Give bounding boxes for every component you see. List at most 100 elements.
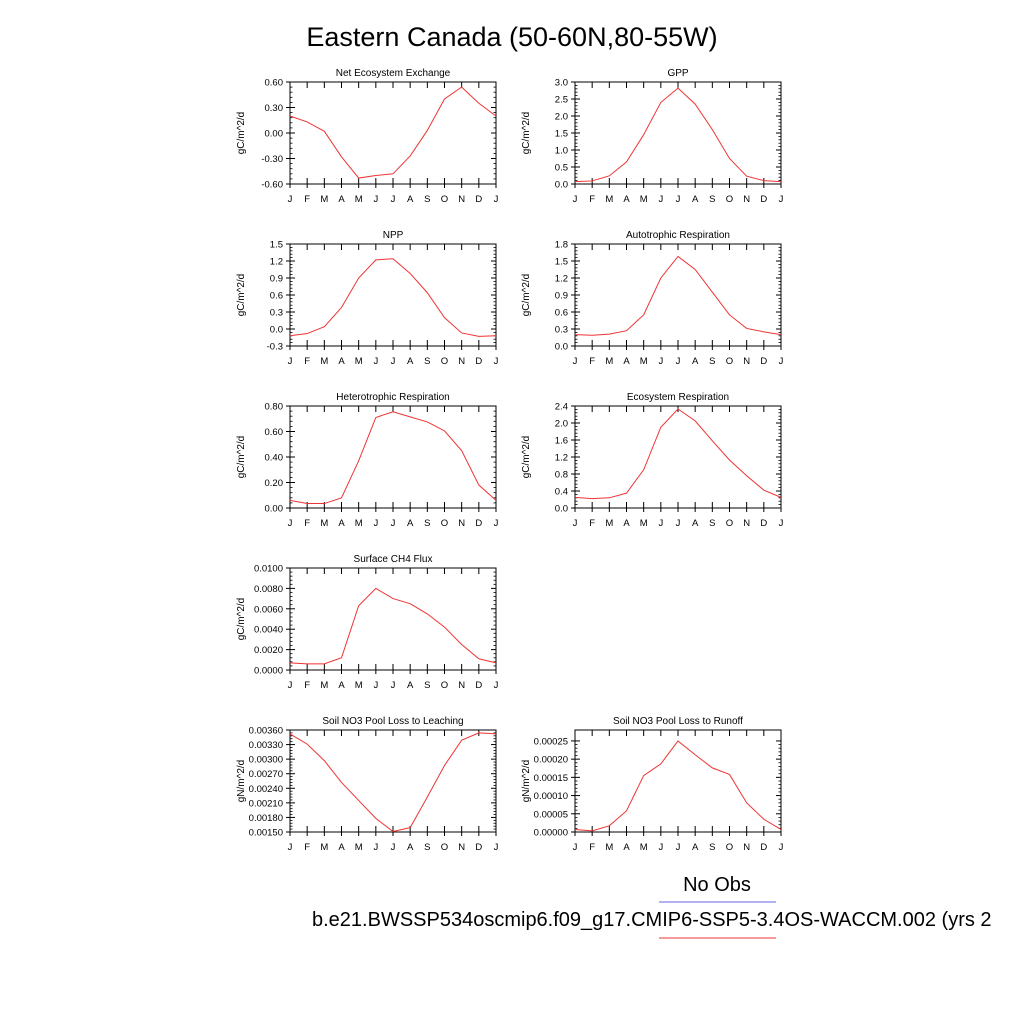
panel-7: Soil NO3 Pool Loss to LeachinggN/m^2/d0.…	[236, 716, 499, 853]
x-tick-label: J	[373, 356, 378, 367]
x-tick-label: J	[288, 356, 293, 367]
x-tick-label: M	[355, 356, 363, 367]
y-tick-label: 0.40	[265, 453, 284, 464]
x-tick-label: J	[573, 842, 578, 853]
panel-title: NPP	[383, 230, 404, 241]
x-tick-label: F	[304, 680, 310, 691]
x-tick-label: F	[589, 194, 595, 205]
panels: Net Ecosystem Exchange gC/m^2/d -0.60 -0.3 0…	[236, 68, 784, 853]
y-tick-label: 1.0	[555, 146, 568, 157]
x-tick-label: O	[726, 356, 733, 367]
x-tick-label: N	[458, 680, 465, 691]
x-tick-label: M	[320, 842, 328, 853]
y-tick-label: 0.00270	[249, 769, 283, 780]
x-tick-label: S	[424, 356, 430, 367]
plot-frame	[289, 567, 497, 671]
panel-title: Net Ecosystem Exchange	[336, 68, 451, 79]
panel-4: Heterotrophic Respiration gC/m^2/d 0.00 0.2…	[236, 392, 499, 529]
y-tick-label: 0.0040	[254, 625, 283, 636]
y-tick-label: 1.8	[555, 240, 568, 251]
panel-title: Ecosystem Respiration	[627, 392, 729, 403]
x-tick-label: M	[605, 194, 613, 205]
y-axis-label: gC/m^2/d	[236, 274, 247, 317]
x-tick-label: J	[676, 518, 681, 529]
x-tick-label: J	[573, 518, 578, 529]
y-tick-label: 0.00000	[534, 828, 568, 839]
x-tick-label: J	[373, 842, 378, 853]
x-tick-label: J	[288, 842, 293, 853]
x-tick-label: J	[288, 194, 293, 205]
x-tick-label: A	[407, 518, 414, 529]
y-tick-label: 0.6	[270, 291, 283, 302]
x-tick-label: D	[760, 842, 767, 853]
plot-frame	[574, 81, 782, 185]
x-tick-label: J	[676, 356, 681, 367]
y-axis-label: gN/m^2/d	[521, 760, 532, 803]
x-tick-label: A	[407, 680, 414, 691]
y-tick-label: 3.0	[555, 78, 568, 89]
x-tick-label: A	[407, 842, 414, 853]
series-line	[289, 86, 497, 179]
y-tick-label: 0.00180	[249, 813, 283, 824]
x-tick-label: N	[743, 356, 750, 367]
plot-frame	[574, 405, 782, 509]
y-tick-label: 0.0	[555, 504, 568, 515]
x-tick-label: J	[658, 356, 663, 367]
y-tick-label: 0.00330	[249, 740, 283, 751]
x-tick-label: O	[441, 680, 448, 691]
x-tick-label: M	[355, 194, 363, 205]
x-tick-label: D	[475, 194, 482, 205]
x-tick-label: M	[640, 518, 648, 529]
y-tick-label: 0.00150	[249, 828, 283, 839]
x-tick-label: A	[623, 356, 630, 367]
panel-title: Soil NO3 Pool Loss to Runoff	[613, 716, 743, 727]
x-tick-label: J	[779, 356, 784, 367]
x-tick-label: D	[760, 518, 767, 529]
x-tick-label: J	[658, 518, 663, 529]
y-tick-label: 0.00210	[249, 798, 283, 809]
panel-title: Autotrophic Respiration	[626, 230, 730, 241]
y-tick-label: -0.3	[267, 342, 283, 353]
y-tick-label: 2.5	[555, 95, 568, 106]
series-line	[289, 258, 497, 337]
x-tick-label: D	[475, 842, 482, 853]
y-axis-label: gC/m^2/d	[236, 598, 247, 641]
y-tick-label: 0.3	[270, 308, 283, 319]
y-tick-label: 0.0	[555, 180, 568, 191]
x-tick-label: A	[338, 194, 345, 205]
x-tick-label: A	[692, 842, 699, 853]
x-tick-label: N	[458, 356, 465, 367]
series-line	[289, 732, 497, 833]
x-tick-label: F	[589, 518, 595, 529]
y-tick-label: 0.0100	[254, 564, 283, 575]
panel-title: Surface CH4 Flux	[354, 554, 433, 565]
x-tick-label: N	[458, 842, 465, 853]
y-tick-label: 0.00005	[534, 809, 568, 820]
x-tick-label: J	[658, 194, 663, 205]
y-tick-label: 0.0020	[254, 645, 283, 656]
x-tick-label: J	[288, 680, 293, 691]
y-tick-label: 2.4	[555, 402, 568, 413]
x-tick-label: M	[355, 680, 363, 691]
x-tick-label: A	[623, 842, 630, 853]
y-tick-label: 1.6	[555, 436, 568, 447]
series-line	[574, 740, 782, 832]
y-tick-label: 0.6	[555, 308, 568, 319]
x-tick-label: J	[494, 518, 499, 529]
x-tick-label: A	[623, 518, 630, 529]
legend-obs-label: No Obs	[683, 874, 751, 896]
x-tick-label: J	[373, 518, 378, 529]
x-tick-label: J	[676, 194, 681, 205]
x-tick-label: S	[709, 194, 715, 205]
x-tick-label: M	[355, 842, 363, 853]
x-tick-label: D	[475, 680, 482, 691]
x-tick-label: F	[589, 356, 595, 367]
x-tick-label: A	[338, 356, 345, 367]
x-tick-label: D	[760, 356, 767, 367]
x-tick-label: M	[640, 356, 648, 367]
x-tick-label: A	[692, 518, 699, 529]
y-tick-label: -0.60	[261, 180, 283, 191]
y-tick-label: 1.2	[270, 257, 283, 268]
